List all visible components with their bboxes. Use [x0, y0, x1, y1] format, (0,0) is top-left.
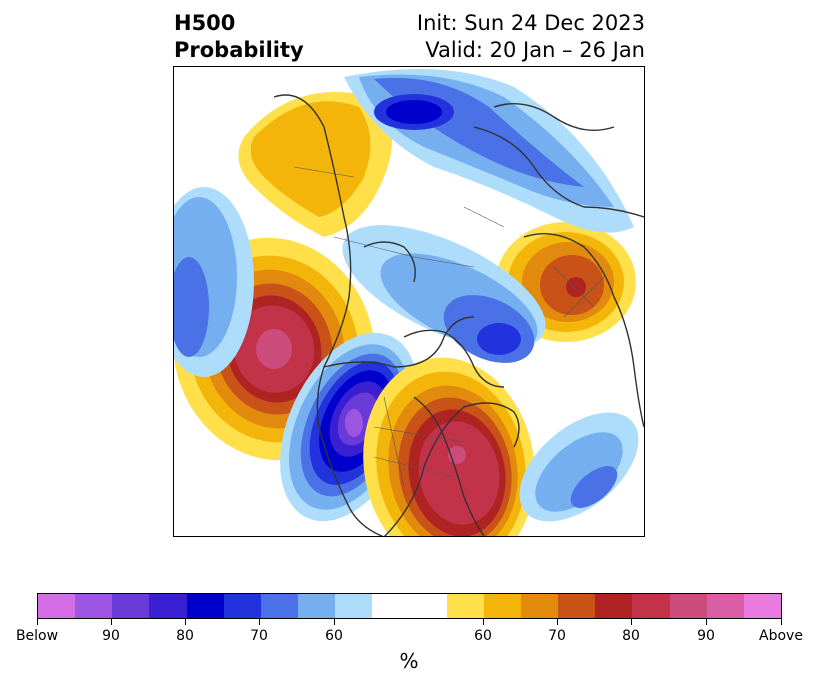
colorbar-tick-label: 90 — [102, 628, 120, 644]
colorbar-tick — [37, 619, 38, 625]
colorbar-segment — [223, 594, 261, 618]
colorbar-tick-label: 60 — [474, 628, 492, 644]
forecast-dates: Init: Sun 24 Dec 2023 Valid: 20 Jan – 26… — [417, 10, 645, 64]
colorbar-segment — [372, 594, 447, 618]
colorbar-segment — [521, 594, 559, 618]
colorbar-segment — [669, 594, 707, 618]
colorbar-segment — [260, 594, 299, 618]
colorbar-tick — [111, 619, 112, 625]
init-date-label: Init: Sun 24 Dec 2023 — [416, 11, 645, 35]
anomaly-eastern-us-above — [363, 357, 535, 536]
colorbar-segment — [112, 594, 150, 618]
anomaly-pacific-below — [174, 187, 254, 377]
colorbar-segment — [632, 594, 670, 618]
title-line-2: Probability — [174, 38, 304, 62]
anomaly-siberia-below — [344, 69, 634, 233]
colorbar-segment — [558, 594, 596, 618]
colorbar-tick — [781, 619, 782, 625]
colorbar-tick-label: 60 — [325, 628, 343, 644]
colorbar-segment — [335, 594, 373, 618]
colorbar-unit-label: % — [399, 649, 419, 673]
colorbar-tick-label: 90 — [697, 628, 715, 644]
colorbar-tick-label: 80 — [622, 628, 640, 644]
anomaly-atlantic-below — [519, 412, 639, 522]
anomaly-northwest-above — [238, 92, 392, 237]
colorbar-tick-label: Below — [15, 628, 59, 644]
colorbar-tick — [259, 619, 260, 625]
colorbar — [37, 593, 782, 619]
colorbar-tick — [631, 619, 632, 625]
colorbar-tick — [185, 619, 186, 625]
probability-map — [174, 69, 644, 536]
colorbar-tick-label: 70 — [548, 628, 566, 644]
colorbar-segment — [743, 594, 782, 618]
colorbar-tick-label: 80 — [176, 628, 194, 644]
valid-date-label: Valid: 20 Jan – 26 Jan — [425, 38, 645, 62]
colorbar-segment — [75, 594, 113, 618]
colorbar-segment — [38, 594, 76, 618]
colorbar-tick — [557, 619, 558, 625]
colorbar-tick-label: Above — [759, 628, 803, 644]
colorbar-segment — [595, 594, 633, 618]
coastlines — [273, 94, 644, 536]
title-line-1: H500 — [174, 11, 236, 35]
colorbar-tick — [483, 619, 484, 625]
colorbar-segment — [186, 594, 224, 618]
colorbar-segment — [706, 594, 744, 618]
chart-title: H500 Probability — [174, 10, 304, 64]
colorbar-segment — [446, 594, 484, 618]
colorbar-segment — [298, 594, 336, 618]
colorbar-segment — [149, 594, 187, 618]
colorbar-segment — [483, 594, 522, 618]
borders — [293, 166, 605, 488]
colorbar-tick-label: 70 — [250, 628, 268, 644]
anomaly-arctic-below — [342, 225, 546, 363]
colorbar-tick — [334, 619, 335, 625]
colorbar-tick — [706, 619, 707, 625]
map-panel — [173, 66, 645, 537]
